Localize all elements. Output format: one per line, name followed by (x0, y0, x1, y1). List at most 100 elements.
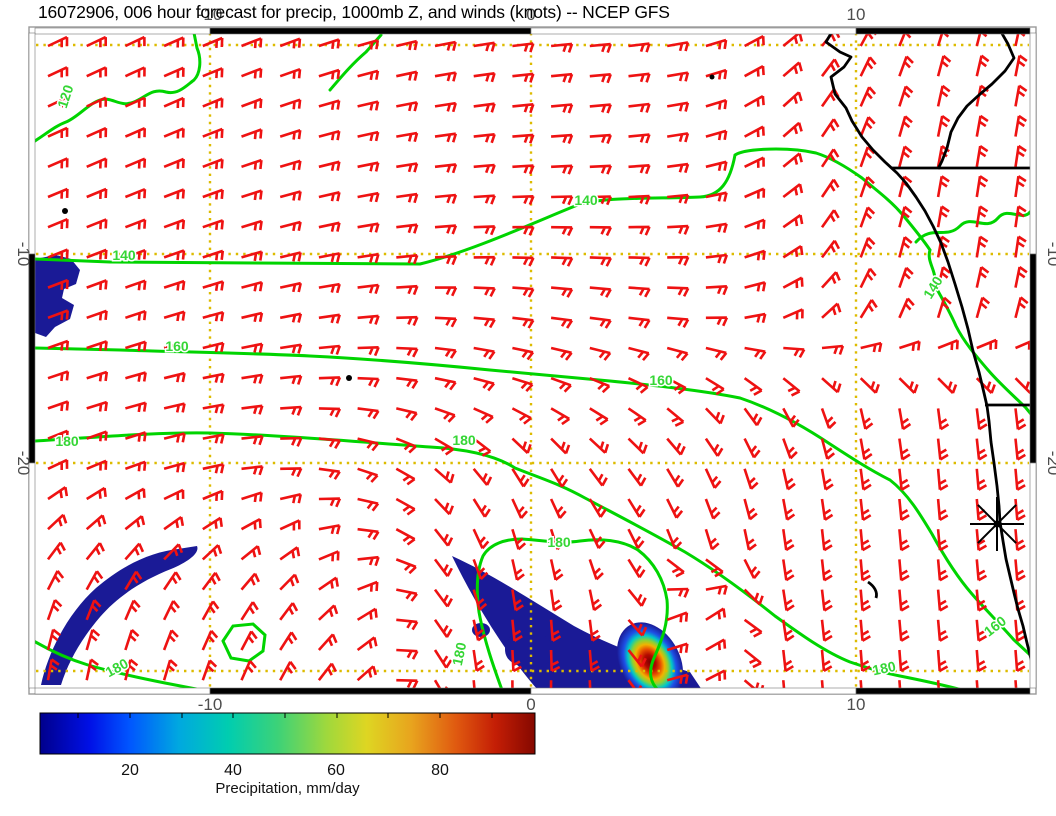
wind-barb (666, 407, 685, 427)
height-contour-180 (221, 622, 267, 663)
wind-barb (396, 618, 419, 631)
wind-barb (1014, 54, 1028, 77)
wind-barb (744, 312, 767, 324)
wind-barb (589, 316, 612, 329)
wind-barb (125, 371, 147, 382)
wind-barb (47, 370, 70, 382)
wind-barb (936, 296, 952, 319)
wind-barb (782, 438, 798, 460)
wind-barb (782, 619, 795, 642)
contour-value-label: 180 (449, 641, 470, 667)
wind-barb (163, 488, 185, 501)
wind-barb (124, 542, 145, 561)
wind-barb (396, 648, 419, 660)
wind-barb (472, 589, 488, 611)
wind-barb (434, 71, 457, 82)
wind-barb (241, 491, 263, 503)
wind-barb (782, 649, 794, 673)
star-marker-center (993, 520, 1001, 528)
wind-barb (357, 527, 380, 541)
wind-barb (357, 407, 380, 420)
wind-barb (820, 589, 833, 612)
wind-barb (357, 100, 380, 111)
wind-barb (125, 340, 147, 352)
wind-barb (628, 286, 651, 298)
wind-barb (279, 573, 300, 591)
wind-barb (46, 570, 65, 591)
contour-value-label: 160 (165, 338, 189, 354)
wind-barb (705, 377, 725, 396)
wind-barb (511, 619, 523, 642)
wind-barb (357, 252, 380, 264)
wind-barb (820, 58, 840, 77)
plot-title: 16072906, 006 hour forecast for precip, … (38, 2, 670, 22)
wind-barb (782, 121, 803, 138)
wind-barb (357, 130, 380, 142)
wind-barb (821, 344, 845, 355)
wind-barb (241, 128, 263, 140)
wind-barb (975, 175, 989, 198)
wind-barb (473, 255, 496, 266)
wind-barb (201, 659, 218, 681)
wind-barb (241, 311, 264, 323)
wind-barb (704, 468, 722, 489)
colorbar-gradient (39, 712, 536, 755)
frame-band-right (1029, 32, 1037, 255)
wind-barb (936, 680, 941, 689)
height-contour-180 (35, 431, 964, 689)
wind-barb (550, 72, 574, 84)
wind-barb (396, 162, 419, 173)
wind-barb (551, 133, 574, 144)
wind-barb (356, 607, 378, 621)
wind-barb (898, 589, 910, 612)
wind-barb (202, 433, 225, 444)
wind-barb (589, 133, 612, 144)
wind-barb (434, 193, 458, 204)
wind-barb (743, 94, 765, 108)
wind-barb (1014, 84, 1028, 107)
wind-barb (898, 266, 914, 289)
wind-barb (936, 175, 950, 198)
wind-barb (705, 558, 724, 578)
wind-barb (318, 604, 339, 621)
wind-barb (318, 497, 342, 508)
wind-barb (124, 487, 146, 501)
lon-label-top: -10 (198, 5, 223, 24)
wind-barb (898, 408, 912, 431)
wind-barb (396, 254, 419, 265)
wind-barb (667, 255, 690, 266)
wind-barb (280, 405, 303, 416)
wind-barb (86, 66, 108, 78)
wind-barb (280, 467, 303, 478)
wind-barb (1014, 680, 1018, 689)
wind-barb (202, 489, 224, 501)
wind-barb (47, 278, 69, 290)
wind-barb (86, 309, 108, 321)
wind-barb (240, 660, 257, 681)
plot-border (28, 26, 1037, 695)
wind-barb (783, 346, 806, 359)
wind-barb (975, 235, 989, 258)
lon-label-bottom: 10 (847, 695, 866, 714)
wind-barb (240, 601, 259, 621)
wind-barb (628, 194, 651, 205)
wind-barb (85, 599, 102, 621)
wind-barb (318, 524, 341, 535)
wind-barb (86, 370, 109, 382)
map-frame (28, 26, 1037, 695)
wind-barb (859, 56, 877, 77)
wind-barb (975, 145, 989, 168)
wind-barb (820, 468, 834, 491)
wind-barb (202, 516, 223, 531)
wind-barb (279, 220, 302, 232)
wind-barb (975, 54, 990, 77)
wind-barb (241, 37, 263, 49)
frame-band-bottom (530, 687, 857, 695)
wind-barb (512, 42, 535, 53)
wind-barb (240, 517, 262, 531)
wind-barb (859, 146, 876, 168)
wind-barb (434, 132, 458, 143)
wind-barb (666, 642, 689, 654)
wind-barb (163, 432, 186, 443)
colorbar-caption: Precipitation, mm/day (215, 780, 360, 797)
